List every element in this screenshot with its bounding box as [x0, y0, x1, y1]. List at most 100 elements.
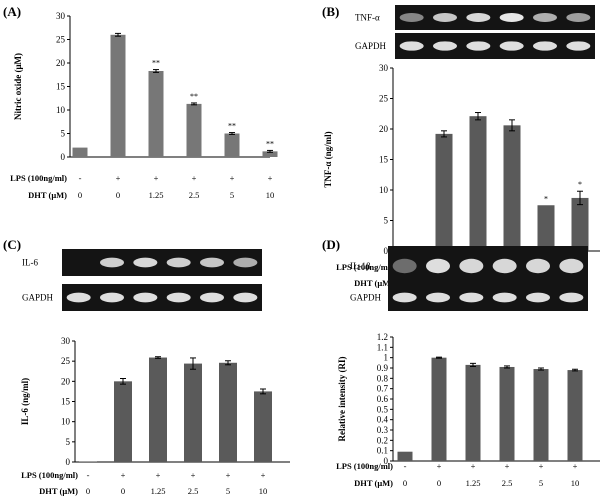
lps-value: + — [471, 461, 476, 471]
y-tick-label: 25 — [56, 35, 66, 45]
y-tick-label: 1.1 — [377, 342, 388, 352]
y-axis-label: TNF-α (ng/ml) — [323, 131, 333, 187]
gel-band — [200, 257, 224, 268]
y-axis-label: Nitric oxide (μM) — [13, 53, 23, 120]
lps-value: + — [226, 470, 231, 480]
gel-background — [395, 33, 595, 59]
lps-value: + — [268, 173, 273, 183]
bar — [72, 147, 88, 157]
bar — [149, 357, 167, 462]
dht-value: 10 — [259, 486, 268, 496]
panel-c: (C)IL-6 GAPDH 0 5 10 15 20 25 30 IL-6 (ng/ml) LPS … — [3, 237, 290, 496]
lps-value: + — [156, 470, 161, 480]
bar — [148, 70, 164, 157]
gel-band — [166, 257, 191, 268]
gel-band — [559, 258, 584, 274]
significance-mark: ** — [152, 59, 160, 68]
gel-gapdh: GAPDH — [22, 284, 262, 311]
y-tick-label: 0.5 — [377, 404, 389, 414]
gel-band — [499, 41, 524, 51]
lps-value: + — [539, 461, 544, 471]
gel-band — [526, 258, 550, 274]
y-tick-label: 0 — [384, 246, 389, 256]
lps-value: - — [404, 461, 407, 471]
gel-background — [388, 246, 588, 286]
panel-b: (B) TNF-α GAPDH 0 5 10 15 20 25 30 TNF-α (ng/ml) * *… — [322, 4, 600, 288]
bar — [499, 366, 515, 461]
gel-band — [392, 292, 417, 303]
gel-band — [566, 13, 591, 22]
y-tick-label: 15 — [61, 397, 71, 407]
gel-band — [526, 292, 550, 303]
gel-band — [133, 257, 158, 268]
gel-gapdh: GAPDH — [350, 284, 588, 311]
dht-value: 10 — [571, 478, 580, 488]
significance-mark: * — [544, 194, 548, 203]
dht-value: 5 — [226, 486, 230, 496]
gel-band — [426, 258, 450, 274]
bar — [435, 133, 453, 251]
y-tick-label: 25 — [379, 94, 389, 104]
y-tick-label: 0.3 — [377, 425, 389, 435]
lps-value: + — [116, 173, 121, 183]
lps-row-label: LPS (100ng/ml) — [336, 262, 393, 272]
y-tick-label: 0 — [61, 152, 66, 162]
y-tick-label: 0.6 — [377, 394, 389, 404]
dht-value: 2.5 — [189, 190, 200, 200]
dht-value: 5 — [539, 478, 543, 488]
y-axis-label: Relative intensity (RI) — [337, 357, 347, 442]
y-tick-label: 0.9 — [377, 363, 389, 373]
lps-row-label: LPS (100ng/ml) — [10, 173, 67, 183]
significance-mark: ** — [228, 122, 236, 131]
y-tick-label: 30 — [61, 336, 71, 346]
y-tick-label: 10 — [379, 185, 389, 195]
y-axis-label: IL-6 (ng/ml) — [20, 378, 30, 425]
dht-value: 5 — [230, 190, 234, 200]
dht-value: 10 — [266, 190, 275, 200]
bar — [465, 364, 481, 461]
y-tick-label: 20 — [61, 376, 71, 386]
panel-a: (A) 0 5 10 15 20 25 30 Nitric oxide (μM) ** ** ** **… — [3, 4, 278, 200]
gel-target: IL-6 — [22, 249, 262, 276]
dht-row-label: DHT (μM) — [39, 486, 78, 496]
gel-gapdh: GAPDH — [355, 33, 595, 59]
dht-row-label: DHT (μM) — [28, 190, 67, 200]
y-tick-label: 0.4 — [377, 415, 389, 425]
gel-band — [200, 292, 224, 303]
gel-band — [492, 258, 517, 274]
lps-value: + — [192, 173, 197, 183]
panel-label: (D) — [322, 237, 340, 252]
bar — [397, 451, 413, 461]
lps-row-label: LPS (100ng/ml) — [336, 461, 393, 471]
bar — [186, 103, 202, 157]
panel-label: (B) — [322, 4, 339, 19]
dht-row-label: DHT (μM) — [354, 278, 393, 288]
gel-target: IL-1β — [350, 246, 588, 286]
y-tick-label: 30 — [56, 11, 66, 21]
y-tick-label: 20 — [56, 58, 66, 68]
gel-background — [62, 249, 262, 276]
gel-band — [399, 41, 424, 51]
gel-band — [100, 257, 124, 268]
bar — [110, 34, 126, 157]
gel-band — [459, 258, 484, 274]
lps-value: + — [261, 470, 266, 480]
gel-band — [100, 292, 124, 303]
gel-label: GAPDH — [350, 293, 382, 303]
lps-value: + — [191, 470, 196, 480]
bar — [537, 205, 555, 251]
dht-value: 1.25 — [151, 486, 166, 496]
bar — [533, 369, 549, 461]
y-tick-label: 0 — [66, 457, 71, 467]
gel-band — [459, 292, 484, 303]
gel-band — [66, 292, 91, 303]
y-tick-label: 0 — [384, 456, 389, 466]
y-tick-label: 0.2 — [377, 435, 388, 445]
significance-mark: ** — [266, 139, 274, 148]
dht-value: 1.25 — [466, 478, 481, 488]
y-tick-label: 5 — [61, 129, 66, 139]
gel-band — [433, 13, 457, 22]
lps-value: + — [230, 173, 235, 183]
y-tick-label: 15 — [56, 82, 66, 92]
lps-value: + — [154, 173, 159, 183]
